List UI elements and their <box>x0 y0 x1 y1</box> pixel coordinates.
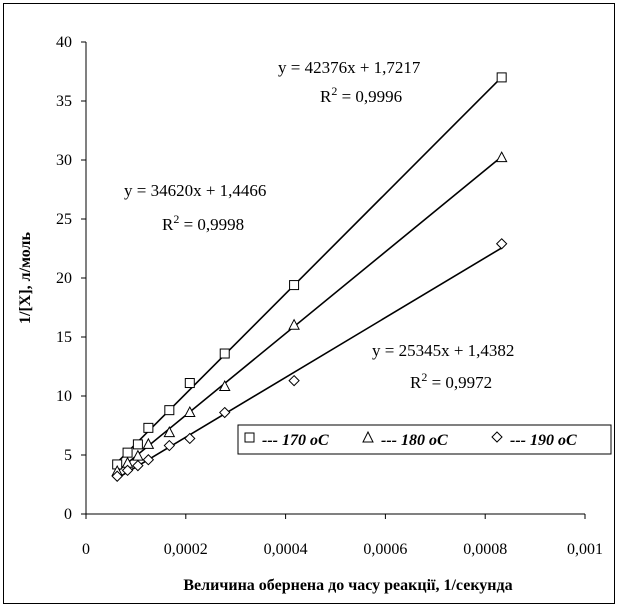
legend-label-170: --- 170 оС <box>262 432 329 449</box>
y-tick-label: 20 <box>56 270 72 287</box>
triangle-point <box>142 437 155 449</box>
x-tick-label: 0 <box>82 541 90 558</box>
square-point <box>143 422 154 433</box>
square-point <box>184 378 195 389</box>
trendline-triangle <box>116 156 503 473</box>
legend-diamond-marker <box>491 431 503 443</box>
legend-label-180: --- 180 оС <box>381 432 448 449</box>
diamond-point <box>111 470 123 482</box>
equation-170: y = 42376x + 1,7217 <box>278 58 421 77</box>
x-axis-title: Величина обернена до часу реакції, 1/сек… <box>183 577 512 594</box>
trendline-square <box>116 76 503 463</box>
legend: --- 170 оС --- 180 оС --- 190 оС <box>237 424 612 455</box>
x-tick-label: 0,001 <box>567 541 603 558</box>
square-point <box>164 405 175 416</box>
square-point <box>219 348 230 359</box>
triangle-point <box>495 151 508 163</box>
square-point <box>122 447 133 458</box>
y-axis-ticks: 0 5 10 15 20 25 30 35 40 <box>56 34 86 523</box>
chart-frame <box>3 3 615 604</box>
legend-box <box>237 424 612 455</box>
trendlines <box>116 76 503 480</box>
y-tick-label: 35 <box>56 93 72 110</box>
triangle-point <box>183 405 196 418</box>
trendline-diamond <box>116 247 503 480</box>
y-tick-label: 15 <box>56 329 72 346</box>
legend-square-marker <box>244 432 255 443</box>
y-tick-label: 30 <box>56 152 72 169</box>
r2-190: R2 = 0,9972 <box>410 370 492 392</box>
triangle-point <box>163 426 176 438</box>
diamond-point <box>163 439 176 452</box>
y-tick-label: 0 <box>64 506 72 523</box>
legend-label-190: --- 190 оС <box>510 432 577 449</box>
diamond-point <box>219 406 231 419</box>
x-tick-label: 0,0004 <box>264 541 308 558</box>
y-tick-label: 5 <box>64 447 72 464</box>
r2-170: R2 = 0,9996 <box>320 84 402 106</box>
y-tick-label: 10 <box>56 388 72 405</box>
x-tick-label: 0,0006 <box>363 541 407 558</box>
x-tick-label: 0,0008 <box>463 541 507 558</box>
data-points <box>111 72 508 482</box>
r2-180: R2 = 0,9998 <box>162 212 244 234</box>
diamond-point <box>184 432 196 445</box>
square-point <box>289 280 300 291</box>
equation-180: y = 34620x + 1,4466 <box>124 181 266 200</box>
x-tick-label: 0,0002 <box>164 541 208 558</box>
triangle-point <box>218 379 231 392</box>
triangle-point <box>288 318 300 330</box>
y-axis-title: 1/[X], л/моль <box>17 231 34 324</box>
diamond-point <box>495 238 508 250</box>
y-tick-label: 25 <box>56 211 72 228</box>
square-point <box>132 439 143 450</box>
diamond-point <box>288 374 300 387</box>
diamond-point <box>132 459 144 472</box>
square-point <box>496 72 507 83</box>
legend-triangle-marker <box>362 430 374 443</box>
y-tick-label: 40 <box>56 34 72 51</box>
x-axis-ticks: 0 0,0002 0,0004 0,0006 0,0008 0,001 <box>82 514 603 558</box>
equation-190: y = 25345x + 1,4382 <box>372 341 514 360</box>
diamond-point <box>121 464 134 477</box>
diamond-point <box>142 454 155 466</box>
